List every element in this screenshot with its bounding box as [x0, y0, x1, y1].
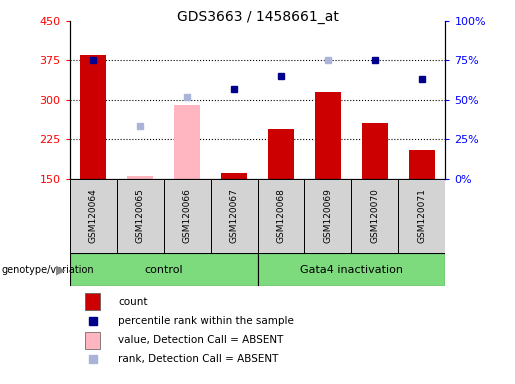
Text: genotype/variation: genotype/variation: [1, 265, 94, 275]
Bar: [315, 92, 341, 179]
Text: GSM120065: GSM120065: [135, 189, 145, 243]
Text: Gata4 inactivation: Gata4 inactivation: [300, 265, 403, 275]
Text: count: count: [118, 297, 148, 307]
Bar: [258, 253, 445, 286]
Text: GSM120071: GSM120071: [418, 189, 426, 243]
Text: GSM120070: GSM120070: [370, 189, 380, 243]
Bar: [409, 150, 435, 179]
Bar: [362, 124, 388, 179]
Bar: [304, 179, 352, 253]
Text: value, Detection Call = ABSENT: value, Detection Call = ABSENT: [118, 335, 284, 345]
Bar: [258, 179, 304, 253]
Bar: [221, 173, 247, 179]
Bar: [352, 179, 399, 253]
Bar: [164, 179, 211, 253]
Bar: [127, 176, 153, 179]
Text: rank, Detection Call = ABSENT: rank, Detection Call = ABSENT: [118, 354, 279, 364]
Bar: [85, 293, 100, 310]
Text: control: control: [144, 265, 183, 275]
Bar: [399, 179, 445, 253]
Text: GSM120069: GSM120069: [323, 189, 333, 243]
Text: GSM120064: GSM120064: [89, 189, 97, 243]
Bar: [116, 179, 164, 253]
Text: GSM120066: GSM120066: [182, 189, 192, 243]
Bar: [80, 55, 106, 179]
Text: percentile rank within the sample: percentile rank within the sample: [118, 316, 295, 326]
Text: GSM120068: GSM120068: [277, 189, 285, 243]
Bar: [268, 129, 294, 179]
Text: ▶: ▶: [56, 263, 65, 276]
Bar: [211, 179, 258, 253]
Bar: [70, 179, 116, 253]
Bar: [70, 253, 258, 286]
Bar: [174, 105, 200, 179]
Text: GSM120067: GSM120067: [230, 189, 238, 243]
Text: GDS3663 / 1458661_at: GDS3663 / 1458661_at: [177, 10, 338, 23]
Bar: [85, 332, 100, 349]
